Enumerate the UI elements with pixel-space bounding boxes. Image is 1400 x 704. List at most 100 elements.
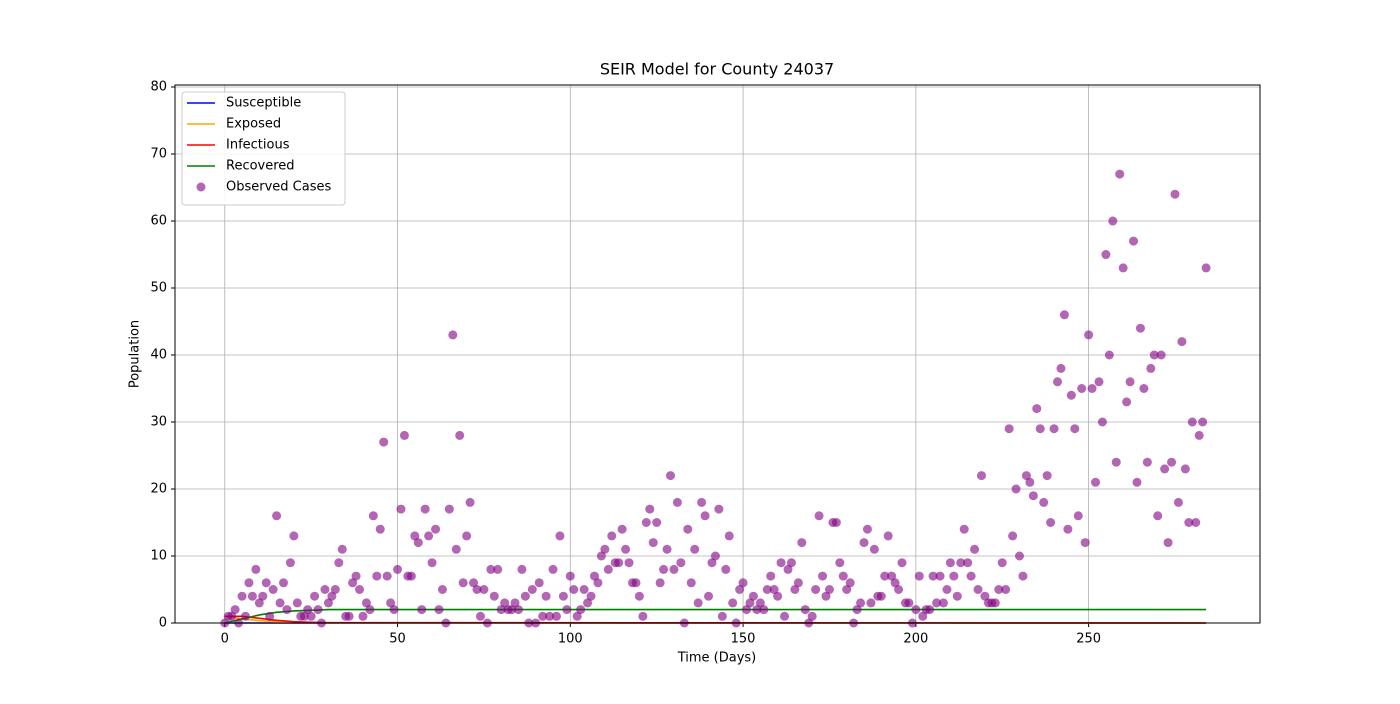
- data-point: [852, 605, 862, 615]
- data-point: [800, 605, 810, 615]
- data-point: [866, 598, 876, 608]
- data-point: [845, 578, 855, 588]
- data-point: [745, 598, 755, 608]
- y-tick-label: 70: [150, 147, 167, 162]
- data-point: [952, 591, 962, 601]
- data-point: [748, 591, 758, 601]
- data-point: [1066, 390, 1076, 400]
- x-tick-label: 50: [389, 632, 406, 647]
- data-point: [652, 518, 662, 528]
- data-point: [1025, 477, 1035, 487]
- data-point: [662, 544, 672, 554]
- data-point: [838, 571, 848, 581]
- data-point: [358, 611, 368, 621]
- data-point: [641, 518, 651, 528]
- data-point: [337, 544, 347, 554]
- data-point: [790, 585, 800, 595]
- data-point: [493, 564, 503, 574]
- data-point: [831, 518, 841, 528]
- data-point: [351, 571, 361, 581]
- data-point: [1139, 384, 1149, 394]
- data-point: [818, 571, 828, 581]
- data-point: [693, 598, 703, 608]
- data-point: [973, 585, 983, 595]
- data-point: [807, 611, 817, 621]
- data-point: [1070, 424, 1080, 434]
- data-point: [631, 578, 641, 588]
- data-point: [1063, 524, 1073, 534]
- data-point: [600, 544, 610, 554]
- data-point: [945, 558, 955, 568]
- data-point: [545, 611, 555, 621]
- data-point: [486, 564, 496, 574]
- data-point: [724, 531, 734, 541]
- x-tick-label: 100: [558, 632, 583, 647]
- data-point: [797, 538, 807, 548]
- x-axis-label: Time (Days): [677, 651, 757, 666]
- data-point: [368, 511, 378, 521]
- data-point: [1018, 571, 1028, 581]
- data-point: [1039, 497, 1049, 507]
- data-point: [299, 611, 309, 621]
- data-point: [1201, 263, 1211, 273]
- data-point: [1135, 323, 1145, 333]
- data-point: [942, 585, 952, 595]
- data-point: [583, 598, 593, 608]
- data-point: [247, 591, 257, 601]
- data-point: [963, 558, 973, 568]
- y-axis-label: Population: [128, 320, 143, 388]
- data-point: [1163, 538, 1173, 548]
- data-point: [966, 571, 976, 581]
- data-point: [1056, 363, 1066, 373]
- data-point: [410, 531, 420, 541]
- data-point: [548, 564, 558, 574]
- data-point: [1001, 585, 1011, 595]
- data-point: [728, 598, 738, 608]
- data-point: [579, 585, 589, 595]
- y-tick-label: 60: [150, 214, 167, 229]
- legend-label: Infectious: [226, 138, 290, 153]
- data-point: [773, 591, 783, 601]
- data-point: [303, 605, 313, 615]
- data-point: [859, 538, 869, 548]
- data-point: [268, 585, 278, 595]
- data-point: [672, 497, 682, 507]
- y-tick-label: 0: [159, 616, 167, 631]
- data-point: [811, 585, 821, 595]
- data-point: [372, 571, 382, 581]
- data-point: [1008, 531, 1018, 541]
- data-point: [1173, 497, 1183, 507]
- data-point: [766, 571, 776, 581]
- data-point: [586, 591, 596, 601]
- data-point: [783, 564, 793, 574]
- data-point: [538, 611, 548, 621]
- data-point: [365, 605, 375, 615]
- data-point: [710, 551, 720, 561]
- data-point: [970, 544, 980, 554]
- data-point: [1049, 424, 1059, 434]
- data-point: [496, 605, 506, 615]
- y-tick-label: 50: [150, 281, 167, 296]
- data-point: [399, 430, 409, 440]
- data-point: [700, 511, 710, 521]
- data-point: [1180, 464, 1190, 474]
- data-point: [666, 471, 676, 481]
- data-point: [507, 605, 517, 615]
- data-point: [527, 585, 537, 595]
- data-point: [1097, 417, 1107, 427]
- data-point: [254, 598, 264, 608]
- data-point: [244, 578, 254, 588]
- data-point: [289, 531, 299, 541]
- data-point: [624, 558, 634, 568]
- data-point: [258, 591, 268, 601]
- y-tick-label: 80: [150, 80, 167, 95]
- data-point: [717, 611, 727, 621]
- data-point: [413, 538, 423, 548]
- data-point: [576, 605, 586, 615]
- data-point: [320, 585, 330, 595]
- data-point: [634, 591, 644, 601]
- data-point: [500, 598, 510, 608]
- data-point: [1091, 477, 1101, 487]
- data-point: [1087, 384, 1097, 394]
- data-point: [690, 544, 700, 554]
